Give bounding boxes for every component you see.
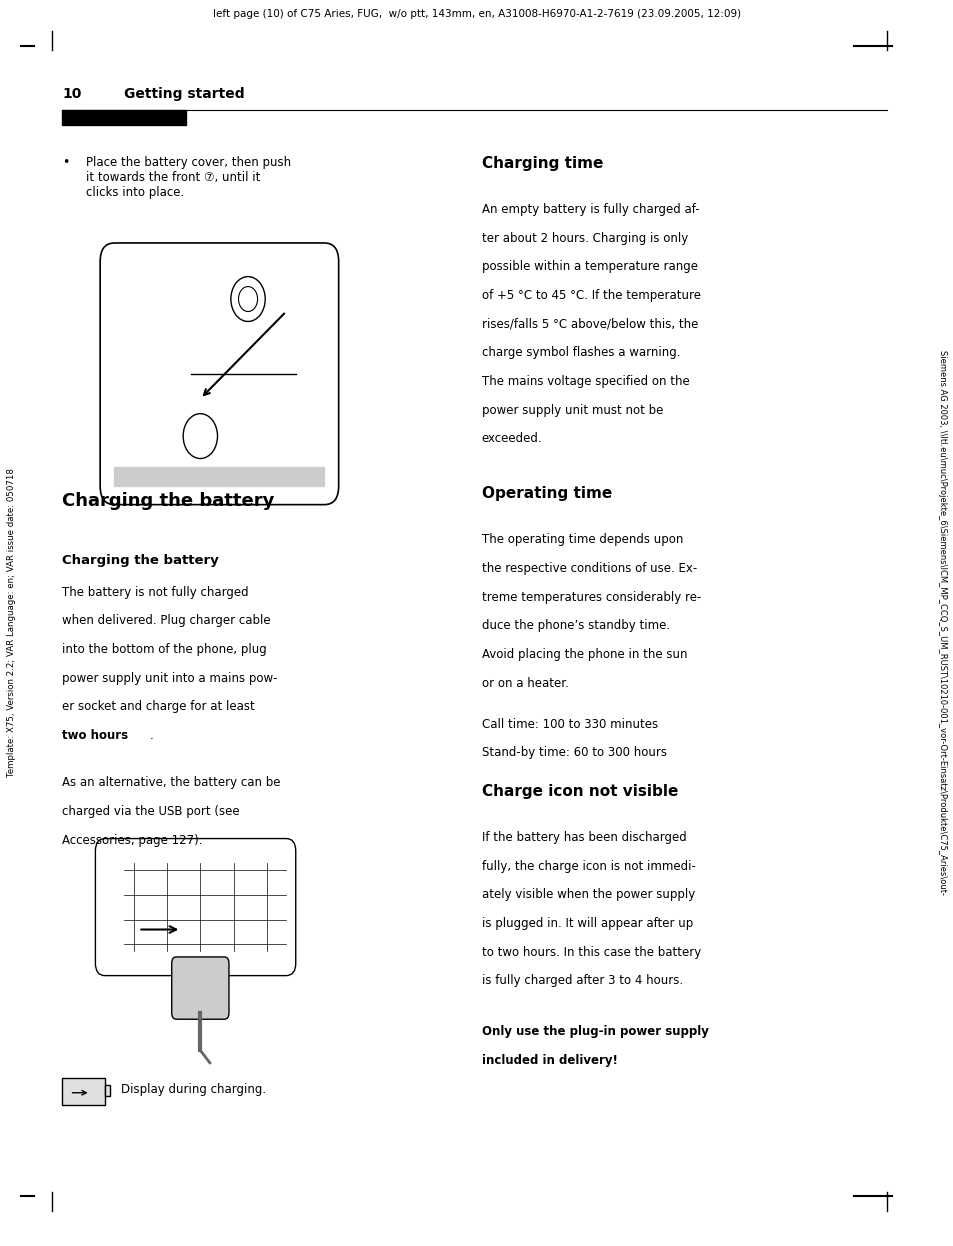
Text: left page (10) of C75 Aries, FUG,  w/o ptt, 143mm, en, A31008-H6970-A1-2-7619 (2: left page (10) of C75 Aries, FUG, w/o pt…	[213, 9, 740, 19]
Text: er socket and charge for at least: er socket and charge for at least	[62, 700, 254, 713]
Text: possible within a temperature range: possible within a temperature range	[481, 260, 697, 273]
Text: Display during charging.: Display during charging.	[121, 1083, 266, 1095]
Text: or on a heater.: or on a heater.	[481, 677, 568, 689]
Text: Place the battery cover, then push
it towards the front ⑦, until it
clicks into : Place the battery cover, then push it to…	[86, 156, 291, 199]
Text: charge symbol flashes a warning.: charge symbol flashes a warning.	[481, 346, 679, 359]
Text: ately visible when the power supply: ately visible when the power supply	[481, 888, 695, 901]
Text: .: .	[150, 729, 153, 741]
Circle shape	[238, 287, 257, 312]
Text: Charge icon not visible: Charge icon not visible	[481, 784, 678, 799]
Bar	[62, 110, 186, 125]
Text: If the battery has been discharged: If the battery has been discharged	[481, 831, 686, 844]
FancyBboxPatch shape	[172, 957, 229, 1019]
Circle shape	[183, 414, 217, 459]
Text: power supply unit into a mains pow-: power supply unit into a mains pow-	[62, 672, 277, 684]
Text: Charging time: Charging time	[481, 156, 602, 171]
Text: duce the phone’s standby time.: duce the phone’s standby time.	[481, 619, 669, 632]
Text: Charging the battery: Charging the battery	[62, 492, 274, 510]
Text: An empty battery is fully charged af-: An empty battery is fully charged af-	[481, 203, 699, 216]
Text: ter about 2 hours. Charging is only: ter about 2 hours. Charging is only	[481, 232, 687, 244]
Text: is plugged in. It will appear after up: is plugged in. It will appear after up	[481, 917, 692, 930]
Text: Call time: 100 to 330 minutes: Call time: 100 to 330 minutes	[481, 718, 658, 730]
Text: power supply unit must not be: power supply unit must not be	[481, 404, 662, 416]
Text: 10: 10	[62, 87, 81, 101]
Text: charged via the USB port (see: charged via the USB port (see	[62, 805, 239, 817]
Text: •: •	[62, 156, 70, 168]
Text: Only use the plug-in power supply: Only use the plug-in power supply	[481, 1025, 708, 1038]
Text: rises/falls 5 °C above/below this, the: rises/falls 5 °C above/below this, the	[481, 318, 698, 330]
Text: Charging the battery: Charging the battery	[62, 554, 218, 567]
Text: included in delivery!: included in delivery!	[481, 1054, 617, 1067]
Text: Getting started: Getting started	[124, 87, 244, 101]
FancyBboxPatch shape	[95, 839, 295, 976]
Text: As an alternative, the battery can be: As an alternative, the battery can be	[62, 776, 280, 789]
Text: Operating time: Operating time	[481, 486, 612, 501]
Text: two hours: two hours	[62, 729, 128, 741]
Text: into the bottom of the phone, plug: into the bottom of the phone, plug	[62, 643, 267, 655]
FancyBboxPatch shape	[100, 243, 338, 505]
Text: when delivered. Plug charger cable: when delivered. Plug charger cable	[62, 614, 271, 627]
Text: The operating time depends upon: The operating time depends upon	[481, 533, 682, 546]
Bar	[114, 467, 324, 486]
Text: the respective conditions of use. Ex-: the respective conditions of use. Ex-	[481, 562, 697, 574]
Text: Avoid placing the phone in the sun: Avoid placing the phone in the sun	[481, 648, 686, 660]
Bar	[62, 1078, 105, 1105]
Text: treme temperatures considerably re-: treme temperatures considerably re-	[481, 591, 700, 603]
Text: Accessories, page 127).: Accessories, page 127).	[62, 834, 202, 846]
Text: The mains voltage specified on the: The mains voltage specified on the	[481, 375, 689, 388]
Text: to two hours. In this case the battery: to two hours. In this case the battery	[481, 946, 700, 958]
Text: Template: X75, Version 2.2; VAR Language: en; VAR issue date: 050718: Template: X75, Version 2.2; VAR Language…	[7, 468, 16, 778]
Text: exceeded.: exceeded.	[481, 432, 542, 445]
Text: Siemens AG 2003, \\ltl.eu\muc\Projekte_6\Siemens\ICM_MP_CCQ_S_UM_RUST\10210-001_: Siemens AG 2003, \\ltl.eu\muc\Projekte_6…	[937, 350, 946, 896]
Text: 6: 6	[195, 427, 201, 437]
Text: fully, the charge icon is not immedi-: fully, the charge icon is not immedi-	[481, 860, 695, 872]
Text: of +5 °C to 45 °C. If the temperature: of +5 °C to 45 °C. If the temperature	[481, 289, 700, 302]
Circle shape	[231, 277, 265, 321]
Bar	[105, 1085, 110, 1096]
Text: Stand-by time: 60 to 300 hours: Stand-by time: 60 to 300 hours	[481, 746, 666, 759]
Text: The battery is not fully charged: The battery is not fully charged	[62, 586, 249, 598]
Text: is fully charged after 3 to 4 hours.: is fully charged after 3 to 4 hours.	[481, 974, 682, 987]
